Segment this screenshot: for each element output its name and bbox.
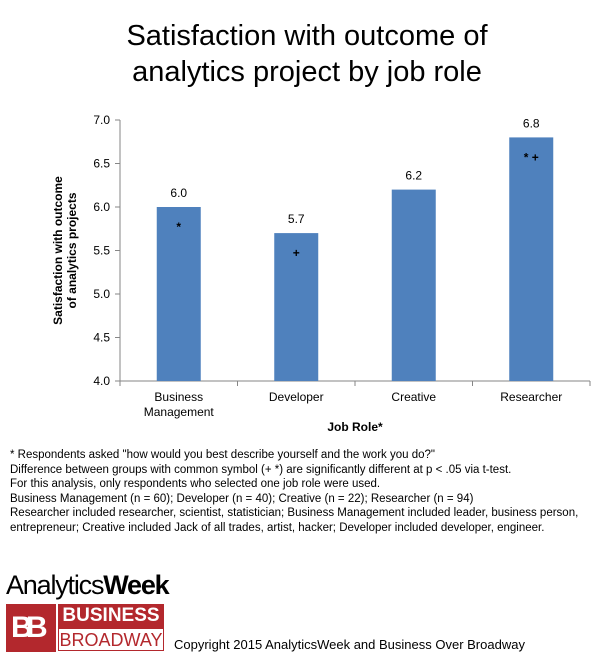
significance-symbol: + — [293, 246, 300, 260]
y-axis-title: Satisfaction with outcome of analytics pr… — [51, 176, 79, 325]
bar-3 — [391, 189, 436, 381]
x-tick-label: Management — [144, 405, 215, 419]
chart-bars — [156, 137, 554, 381]
bb-logo-icon: B B — [6, 604, 56, 652]
chart-title: Satisfaction with outcome of analytics p… — [0, 18, 614, 90]
chart-notes: * Respondents asked "how would you best … — [10, 448, 606, 536]
logo-business: BUSINESS — [58, 604, 164, 628]
bb-logo-letter: B — [11, 611, 33, 644]
y-tick-label: 6.0 — [93, 200, 110, 214]
note-line: Researcher included researcher, scientis… — [10, 507, 579, 534]
analyticsweek-logo: AnalyticsWeek — [6, 570, 170, 600]
x-tick-label: Researcher — [500, 390, 562, 404]
significance-symbol: * — [176, 220, 181, 234]
note-line: Business Management (n = 60); Developer … — [10, 492, 474, 505]
note-line: Difference between groups with common sy… — [10, 463, 512, 476]
chart-title-line-1: Satisfaction with outcome of — [126, 20, 488, 52]
y-tick-label: 7.0 — [93, 113, 110, 127]
logo-week: Week — [103, 570, 169, 600]
y-tick-label: 6.5 — [93, 157, 110, 171]
y-tick-label: 4.0 — [93, 374, 110, 388]
significance-symbol: * + — [524, 150, 539, 164]
note-line: * Respondents asked "how would you best … — [10, 449, 435, 461]
bar-2 — [274, 233, 319, 381]
data-label: 6.2 — [405, 169, 422, 183]
data-label: 6.8 — [523, 116, 540, 130]
y-tick-label: 5.5 — [93, 244, 110, 258]
x-tick-label: Business — [154, 390, 203, 404]
y-axis-title-line: Satisfaction with outcome — [51, 176, 65, 325]
logo-broadway: BROADWAY — [58, 628, 164, 651]
bar-chart: 4.0 4.5 5.0 5.5 6.0 6.5 7.0 6.0 * BusinessManagem… — [51, 113, 591, 434]
bar-4 — [509, 137, 554, 381]
footer: B B BUSINESS BROADWAY Copyright 2015 Ana… — [6, 604, 606, 654]
bb-logo-letter: B — [26, 611, 48, 644]
x-tick-label: Developer — [269, 390, 324, 404]
chart-labels: 4.0 4.5 5.0 5.5 6.0 6.5 7.0 6.0 * BusinessManagem… — [51, 113, 562, 434]
copyright-text: Copyright 2015 AnalyticsWeek and Busines… — [174, 637, 525, 652]
chart-title-line-2: analytics project by job role — [132, 56, 482, 88]
data-label: 6.0 — [170, 186, 187, 200]
y-axis-title-line: of analytics projects — [65, 192, 79, 308]
business-broadway-logo: BUSINESS BROADWAY — [58, 604, 164, 652]
data-label: 5.7 — [288, 212, 305, 226]
x-tick-label: Creative — [391, 390, 436, 404]
y-tick-label: 4.5 — [93, 331, 110, 345]
bar-1 — [156, 207, 201, 381]
note-line: For this analysis, only respondents who … — [10, 478, 381, 491]
logo-analytics: Analytics — [6, 570, 104, 600]
y-tick-label: 5.0 — [93, 287, 110, 301]
x-axis-title: Job Role* — [327, 420, 383, 434]
